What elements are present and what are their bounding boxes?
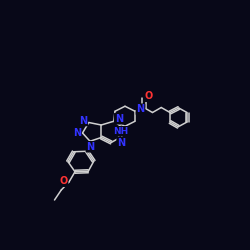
Text: N: N [79,116,87,126]
Text: N: N [117,138,125,147]
Text: N: N [115,114,123,124]
Text: N: N [73,128,81,138]
Text: O: O [60,176,68,186]
Text: N: N [86,142,94,152]
Text: N: N [136,104,144,114]
Text: NH: NH [113,127,128,136]
Text: O: O [144,91,152,101]
